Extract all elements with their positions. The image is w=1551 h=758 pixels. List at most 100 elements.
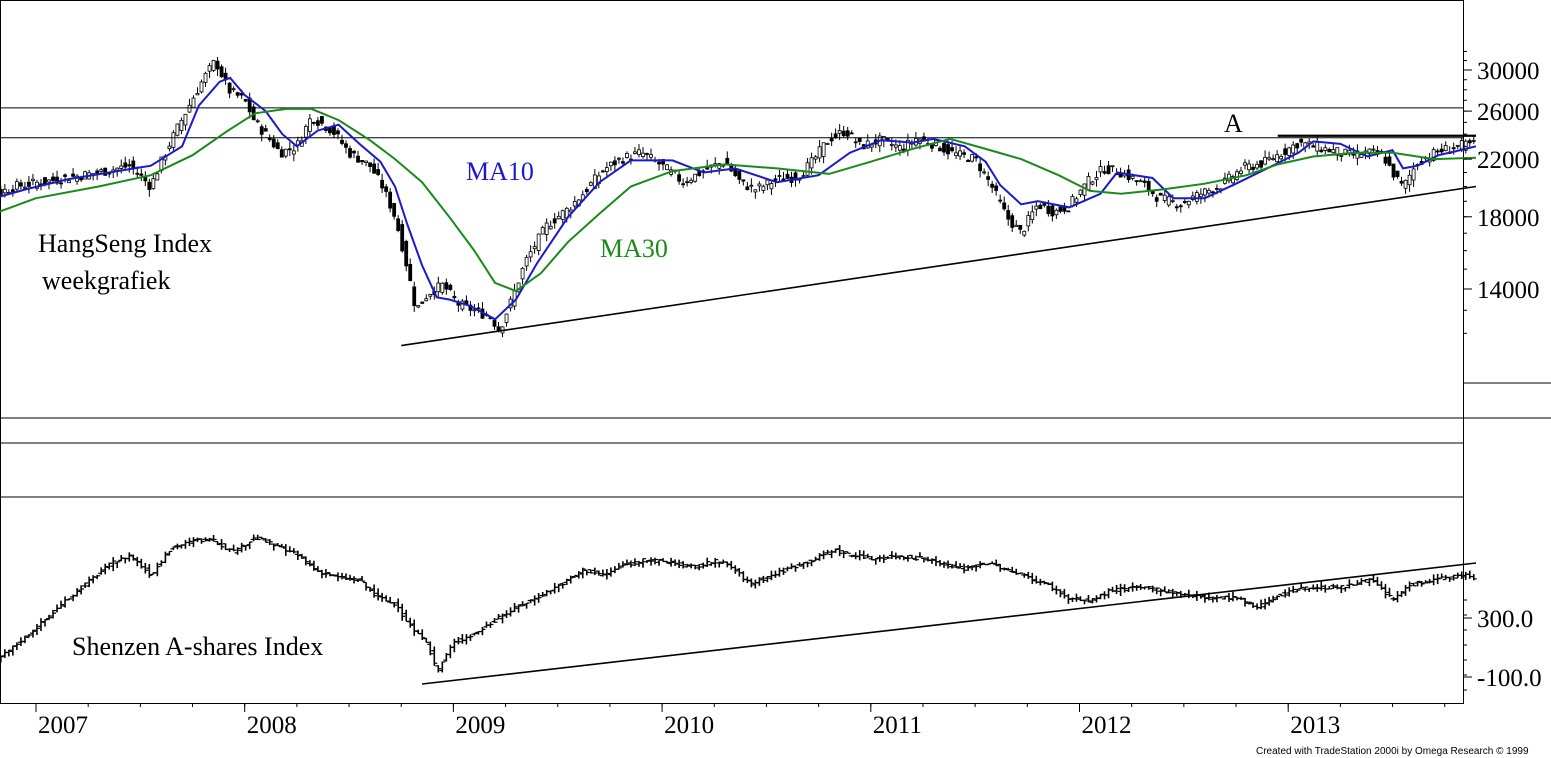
hs-candle-body (452, 295, 457, 299)
hangseng-subtitle: weekgrafiek (42, 266, 170, 295)
hs-candle-body (978, 163, 983, 172)
hs-candle-body (320, 116, 324, 124)
hs-candle-body (801, 175, 806, 178)
shenzen-y-axis: -100.0 300.0 (1463, 599, 1542, 692)
hs-candle-body (765, 179, 770, 186)
hs-candle-body (966, 159, 970, 163)
hs-candle-body (1034, 205, 1039, 210)
hs-candle-body (1202, 188, 1207, 196)
hs-candle-body (1267, 157, 1271, 160)
hs-candle-body (255, 120, 260, 123)
hs-candle-body (1182, 201, 1187, 203)
hs-candle-body (1295, 143, 1300, 149)
hs-candle-body (1291, 144, 1296, 154)
annotation-a: A (1224, 109, 1243, 138)
hs-candle-body (645, 152, 649, 155)
hs-candle-body (271, 138, 276, 148)
hs-candle-body (23, 186, 27, 189)
hangseng-y-axis: 14000 18000 22000 26000 30000 (1463, 50, 1540, 334)
hs-candle-body (444, 282, 449, 290)
hs-candle-body (685, 181, 690, 184)
hs-candle-body (63, 174, 67, 177)
hs-candle-body (761, 185, 766, 191)
hs-candle-body (211, 60, 216, 71)
hs-candle-body (1110, 165, 1115, 168)
hs-candle-body (1239, 170, 1243, 175)
hs-candle-body (1467, 140, 1472, 144)
hs-candle-body (1459, 140, 1464, 150)
hs-candle-body (942, 143, 946, 153)
hs-candle-body (524, 256, 529, 267)
hs-candle-body (938, 147, 942, 152)
hs-candle-body (1407, 174, 1412, 186)
hs-candle-body (460, 300, 465, 310)
hs-candle-body (203, 72, 208, 83)
hs-candle-body (641, 152, 645, 157)
hs-candle-body (1235, 171, 1239, 180)
hs-candle-body (352, 150, 356, 154)
hs-candle-body (689, 179, 694, 183)
x-tick-label: 2009 (455, 712, 505, 739)
hs-candle-body (950, 147, 954, 152)
hs-candle-body (536, 233, 541, 251)
hs-candle-body (1335, 147, 1340, 156)
hs-candle-body (275, 142, 280, 150)
hs-candle-body (737, 170, 742, 180)
hs-candle-body (1174, 206, 1179, 209)
hs-candle-body (885, 138, 890, 141)
hs-candle-body (396, 218, 401, 231)
hs-candle-body (693, 173, 698, 182)
hs-candle-body (195, 93, 200, 96)
hs-candle-body (167, 145, 172, 149)
hs-candle-body (1391, 163, 1396, 178)
hs-candle-body (115, 167, 120, 171)
hs-candle-body (1066, 210, 1071, 213)
hs-candle-body (436, 282, 441, 293)
hs-candle-body (1331, 149, 1336, 154)
hs-candle-body (404, 240, 409, 267)
x-tick-label: 2010 (664, 712, 714, 739)
hs-candle-body (1142, 180, 1147, 183)
hs-candle-body (769, 183, 774, 190)
hs-candle-body (1383, 156, 1388, 164)
hs-candle-body (55, 176, 59, 184)
hs-candle-body (472, 309, 477, 312)
hs-y-tick-label: 22000 (1477, 147, 1540, 174)
hs-candle-body (135, 172, 140, 175)
hs-candle-body (1054, 209, 1059, 216)
hs-candle-body (71, 173, 75, 177)
hs-candle-body (259, 126, 264, 135)
hs-candle-body (825, 143, 830, 145)
hs-candle-body (356, 155, 360, 163)
hs-candle-body (1058, 206, 1063, 212)
hs-y-tick-label: 18000 (1477, 205, 1540, 232)
hs-y-tick-label: 14000 (1477, 277, 1540, 304)
hs-candle-body (1002, 202, 1007, 210)
hs-candle-body (1006, 210, 1011, 220)
hs-candle-body (1231, 176, 1235, 184)
hs-candle-body (608, 161, 613, 167)
hs-candle-body (348, 148, 352, 158)
hs-candle-body (1315, 141, 1320, 152)
hs-candle-body (1311, 145, 1316, 148)
hs-candle-body (424, 298, 429, 302)
hs-candle-body (219, 66, 224, 78)
hs-candle-body (1451, 147, 1456, 150)
hs-candle-body (380, 179, 385, 189)
hs-candle-body (1411, 168, 1416, 181)
hs-candle-body (1198, 193, 1203, 198)
hs-candle-body (364, 160, 368, 163)
hs-candle-body (1371, 148, 1376, 151)
hs-candle-body (127, 164, 132, 167)
shenzen-lines (0, 442, 1477, 685)
hs-candle-body (829, 137, 834, 142)
hs-candle-body (633, 151, 637, 154)
hs-candle-body (681, 183, 686, 186)
hs-candle-body (613, 160, 617, 166)
hangseng-title: HangSeng Index (38, 229, 212, 258)
hs-candle-body (31, 178, 35, 181)
hs-candle-body (777, 175, 782, 177)
hs-candle-body (556, 215, 561, 220)
